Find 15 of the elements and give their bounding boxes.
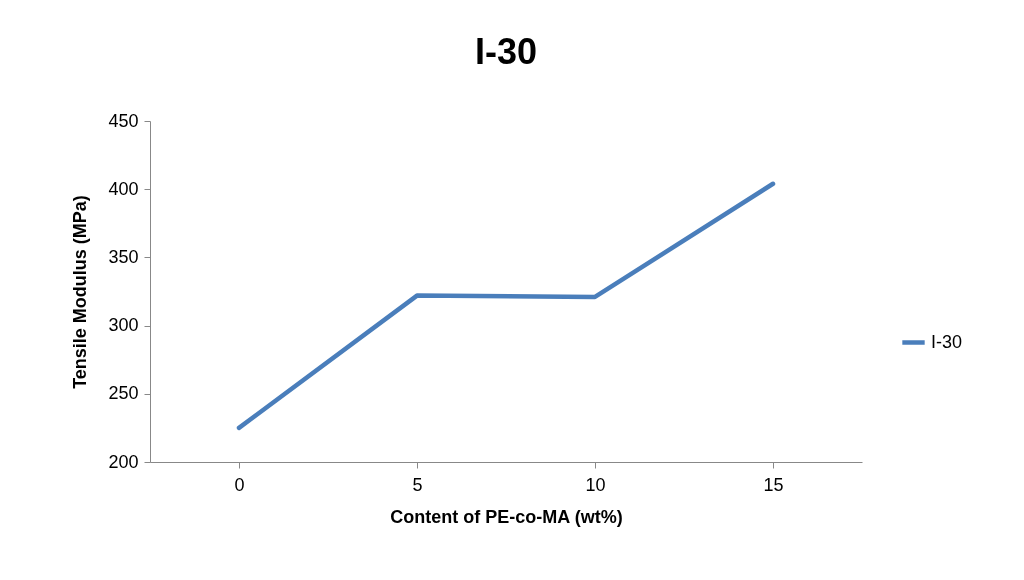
y-tick-label: 200 <box>108 451 139 472</box>
x-tick-label: 5 <box>412 474 423 495</box>
x-tick-label: 0 <box>234 474 245 495</box>
y-tick-label: 450 <box>108 110 139 131</box>
legend-label: I-30 <box>931 331 963 352</box>
y-tick-label: 300 <box>108 315 139 336</box>
chart-title: I-30 <box>474 31 538 72</box>
y-tick-label: 350 <box>108 246 139 267</box>
x-tick-label: 10 <box>585 474 606 495</box>
x-tick-label: 15 <box>763 474 784 495</box>
y-axis-title: Tensile Modulus (MPa) <box>70 195 91 389</box>
y-tick-label: 400 <box>108 178 139 199</box>
x-axis-title: Content of PE-co-MA (wt%) <box>390 506 623 527</box>
y-tick-label: 250 <box>108 383 139 404</box>
line-series <box>236 181 776 431</box>
